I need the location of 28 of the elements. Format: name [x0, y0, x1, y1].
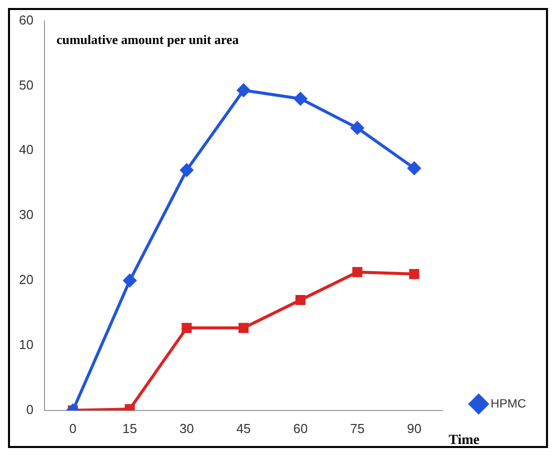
legend-label: HPMC	[490, 396, 526, 410]
point	[123, 274, 136, 288]
point	[238, 322, 249, 333]
x-tick-label: 45	[236, 420, 251, 436]
x-tick-label: 75	[350, 420, 365, 436]
y-tick-label: 50	[18, 77, 34, 92]
point	[180, 164, 194, 177]
y-tick-label: 0	[26, 402, 34, 417]
x-tick-label: 60	[293, 420, 308, 436]
y-axis-title: cumulative amount per unit area	[56, 32, 240, 48]
x-tick-label: 15	[122, 420, 138, 436]
point	[182, 322, 192, 333]
y-tick-label: 20	[18, 272, 34, 288]
y-tick-label: 40	[18, 142, 34, 158]
y-tick-label: 10	[18, 337, 34, 352]
point	[295, 294, 306, 306]
x-axis-title: Time	[448, 433, 480, 448]
point	[352, 267, 362, 278]
y-tick-label: 60	[18, 12, 34, 28]
point	[409, 269, 420, 280]
y-tick-label: 30	[18, 207, 34, 222]
point	[408, 162, 421, 175]
x-tick-label: 0	[69, 420, 77, 436]
x-tick-label: 90	[406, 420, 422, 436]
x-tick-label: 30	[179, 420, 194, 436]
point	[237, 84, 250, 97]
point	[350, 121, 364, 134]
point	[294, 92, 307, 106]
